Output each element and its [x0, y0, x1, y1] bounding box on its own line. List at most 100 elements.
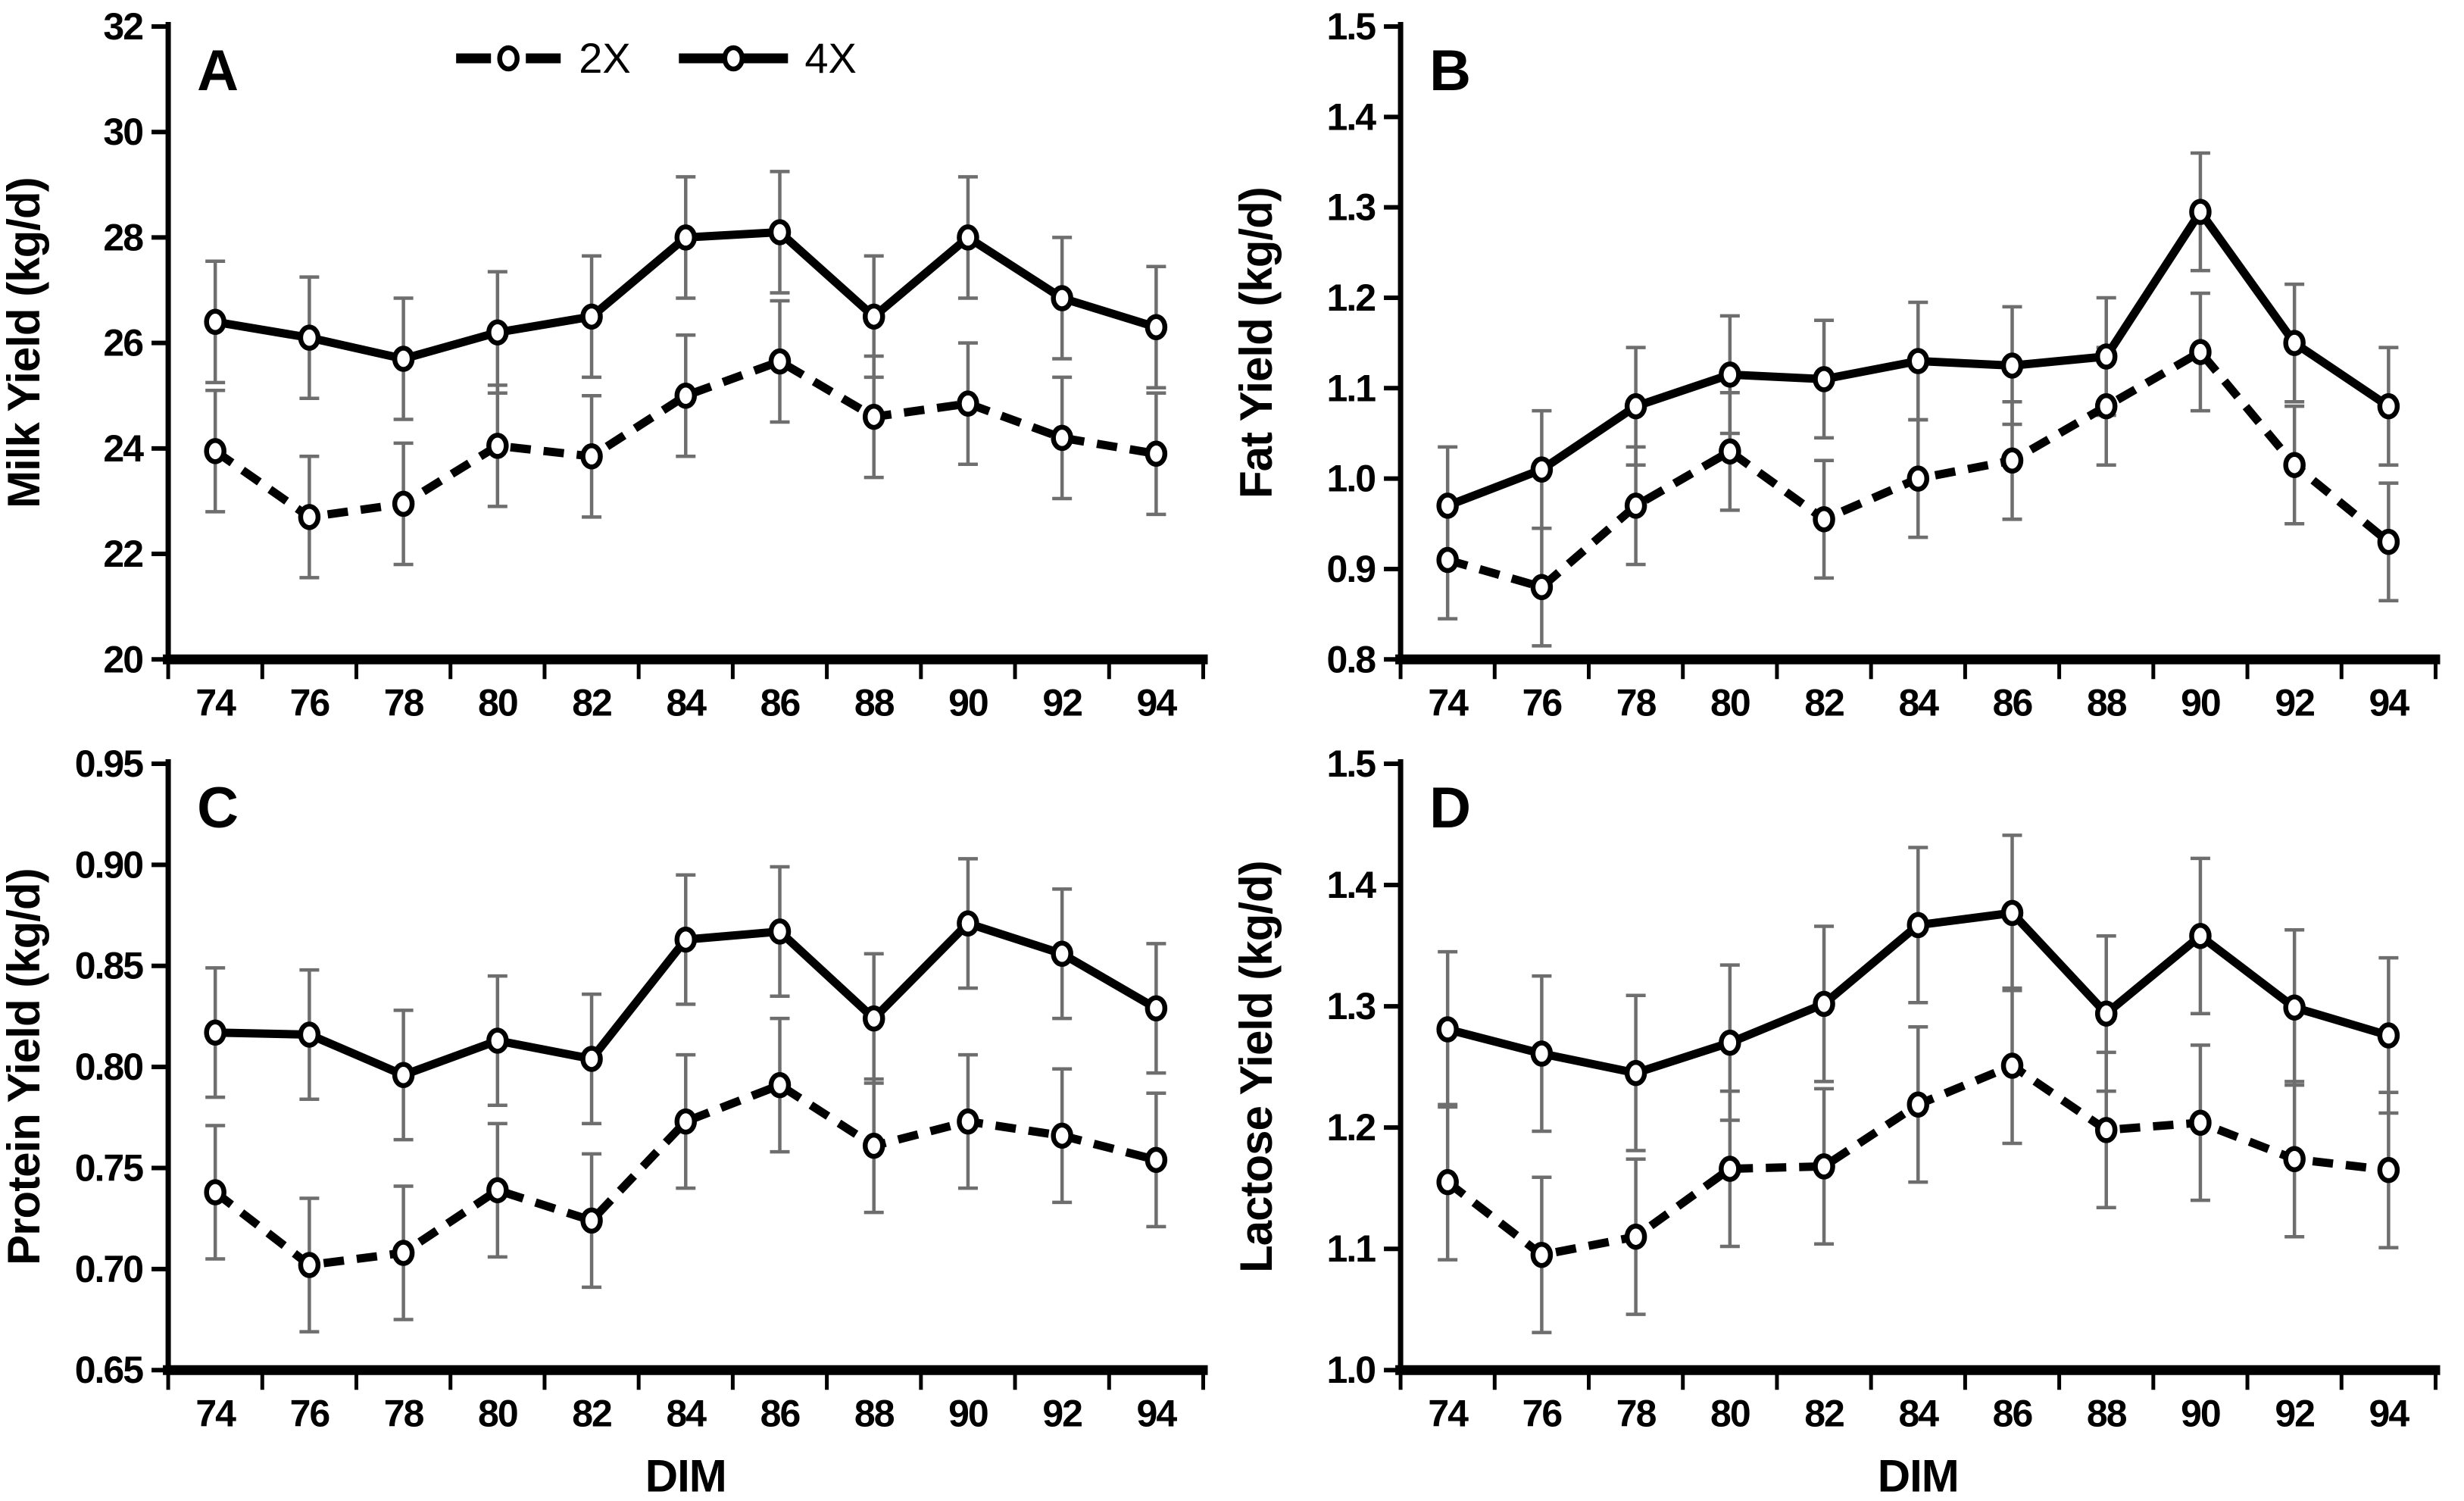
- y-ticks: 0.650.700.750.800.850.900.95: [75, 750, 168, 1391]
- panel-letter: B: [1429, 39, 1471, 103]
- y-ticks: 1.01.11.21.31.41.5: [1326, 750, 1401, 1391]
- data-point-marker: [1438, 1171, 1456, 1193]
- y-tick-label: 24: [103, 427, 144, 470]
- x-tick-label: 90: [2181, 681, 2220, 724]
- data-point-marker: [395, 1243, 412, 1264]
- data-point-marker: [865, 1008, 882, 1029]
- y-tick-label: 0.75: [75, 1147, 144, 1190]
- y-tick-label: 1.5: [1326, 750, 1376, 785]
- legend-2x-marker: [500, 48, 517, 69]
- data-point-marker: [1054, 1125, 1071, 1146]
- data-point-marker: [1532, 577, 1550, 598]
- data-point-marker: [2285, 455, 2303, 476]
- x-tick-label: 84: [666, 1393, 707, 1435]
- data-point-marker: [583, 1210, 601, 1231]
- data-point-marker: [583, 446, 601, 467]
- x-tick-label: 88: [2086, 681, 2126, 724]
- data-point-marker: [301, 327, 318, 349]
- data-point-marker: [207, 1022, 224, 1043]
- legend-label-2x: 2X: [579, 34, 631, 82]
- x-axis-title: DIM: [1877, 1451, 1958, 1501]
- data-point-marker: [207, 1182, 224, 1203]
- x-tick-label: 92: [1042, 1393, 1082, 1435]
- data-point-marker: [2191, 926, 2209, 947]
- x-tick-label: 84: [1898, 1393, 1939, 1435]
- y-tick-label: 1.5: [1326, 5, 1376, 48]
- data-point-marker: [771, 921, 789, 943]
- y-tick-label: 26: [103, 322, 142, 364]
- x-tick-label: 78: [1616, 1393, 1656, 1435]
- data-point-marker: [771, 1074, 789, 1096]
- data-point-marker: [1054, 427, 1071, 449]
- data-point-marker: [1054, 943, 1071, 965]
- y-ticks: 0.80.91.01.11.21.31.41.5: [1326, 5, 1401, 680]
- data-point-marker: [959, 227, 976, 248]
- y-tick-label: 1.1: [1326, 1227, 1376, 1270]
- y-axis-title: Milk Yield (kg/d): [0, 177, 49, 508]
- x-tick-label: 88: [854, 1393, 895, 1435]
- data-point-marker: [959, 1111, 976, 1132]
- y-axis-title: Lactose Yield (kg/d): [1232, 862, 1282, 1273]
- x-tick-label: 84: [1898, 681, 1939, 724]
- x-axis-title: DIM: [645, 1451, 726, 1501]
- data-point-marker: [2379, 531, 2397, 552]
- data-point-marker: [2191, 342, 2209, 363]
- x-tick-label: 90: [2181, 1393, 2220, 1435]
- data-point-marker: [489, 322, 506, 343]
- data-point-marker: [1815, 368, 1832, 389]
- data-point-marker: [2379, 396, 2397, 417]
- y-tick-label: 1.3: [1326, 985, 1375, 1027]
- y-tick-label: 1.0: [1326, 458, 1375, 500]
- data-point-marker: [1438, 549, 1456, 571]
- y-tick-label: 0.65: [75, 1349, 144, 1392]
- data-point-marker: [395, 1065, 412, 1086]
- y-tick-label: 0.8: [1326, 638, 1376, 680]
- x-tick-label: 74: [1428, 681, 1469, 724]
- x-tick-label: 88: [2086, 1393, 2126, 1435]
- y-tick-label: 0.90: [75, 844, 143, 887]
- x-tick-label: 78: [1616, 681, 1656, 724]
- data-point-marker: [583, 1049, 601, 1070]
- y-tick-label: 1.2: [1326, 277, 1375, 319]
- data-point-marker: [2285, 1149, 2303, 1170]
- data-point-marker: [677, 227, 695, 248]
- x-tick-label: 78: [384, 1393, 424, 1435]
- y-tick-label: 1.1: [1326, 367, 1376, 409]
- y-tick-label: 1.0: [1326, 1349, 1375, 1392]
- y-tick-label: 1.3: [1326, 186, 1375, 229]
- data-point-marker: [771, 351, 789, 372]
- data-point-marker: [1054, 287, 1071, 308]
- data-point-marker: [301, 1255, 318, 1276]
- y-tick-label: 0.95: [75, 750, 144, 785]
- data-point-marker: [301, 1024, 318, 1046]
- data-point-marker: [2285, 333, 2303, 354]
- x-tick-label: 76: [290, 681, 329, 724]
- y-tick-label: 0.80: [75, 1046, 143, 1088]
- x-tick-label: 80: [478, 1393, 517, 1435]
- data-point-marker: [2003, 355, 2020, 376]
- data-point-marker: [207, 311, 224, 333]
- x-tick-label: 86: [1992, 1393, 2031, 1435]
- data-point-marker: [1148, 998, 1165, 1019]
- x-tick-label: 82: [572, 1393, 611, 1435]
- y-tick-label: 0.9: [1326, 548, 1375, 590]
- data-point-marker: [1815, 993, 1832, 1015]
- x-tick-label: 86: [760, 1393, 800, 1435]
- data-point-marker: [677, 929, 695, 950]
- x-tick-label: 92: [2275, 1393, 2314, 1435]
- x-tick-label: 80: [1710, 1393, 1750, 1435]
- data-point-marker: [2379, 1025, 2397, 1046]
- data-point-marker: [865, 406, 882, 427]
- data-point-marker: [1909, 1094, 1926, 1115]
- data-point-marker: [2097, 1120, 2115, 1141]
- y-tick-label: 20: [103, 638, 142, 680]
- x-tick-label: 90: [948, 681, 988, 724]
- y-tick-label: 1.2: [1326, 1106, 1375, 1149]
- data-point-marker: [1627, 1062, 1644, 1084]
